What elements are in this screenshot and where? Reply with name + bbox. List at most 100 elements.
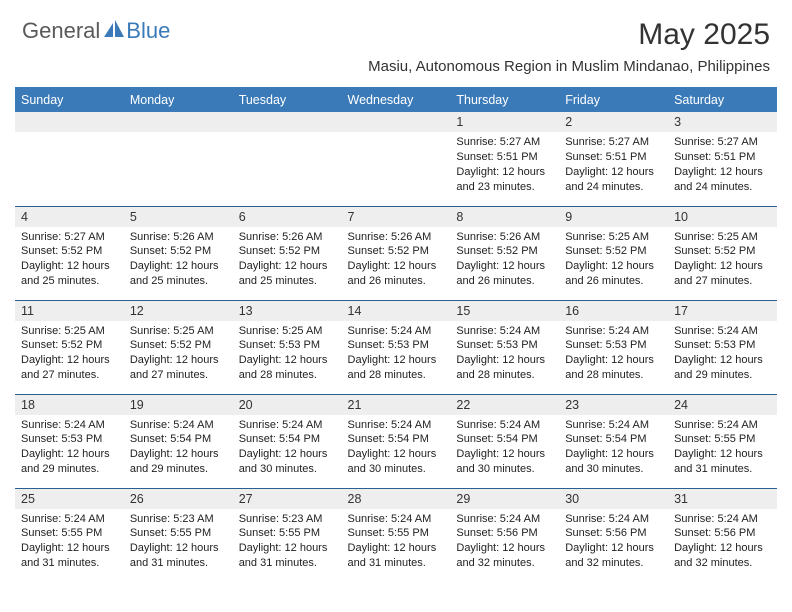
sunset-text: Sunset: 5:52 PM (21, 338, 118, 353)
daylight-text: Daylight: 12 hours and 30 minutes. (348, 447, 445, 477)
daylight-text: Daylight: 12 hours and 26 minutes. (456, 259, 553, 289)
calendar-day-cell (233, 112, 342, 206)
calendar-day-cell: 21Sunrise: 5:24 AMSunset: 5:54 PMDayligh… (342, 394, 451, 488)
day-content: Sunrise: 5:24 AMSunset: 5:53 PMDaylight:… (559, 321, 668, 385)
daylight-text: Daylight: 12 hours and 28 minutes. (456, 353, 553, 383)
day-content: Sunrise: 5:25 AMSunset: 5:52 PMDaylight:… (15, 321, 124, 385)
sunrise-text: Sunrise: 5:27 AM (456, 135, 553, 150)
calendar-day-cell: 22Sunrise: 5:24 AMSunset: 5:54 PMDayligh… (450, 394, 559, 488)
day-content: Sunrise: 5:24 AMSunset: 5:53 PMDaylight:… (450, 321, 559, 385)
daylight-text: Daylight: 12 hours and 31 minutes. (21, 541, 118, 571)
sunset-text: Sunset: 5:54 PM (456, 432, 553, 447)
calendar-day-cell: 20Sunrise: 5:24 AMSunset: 5:54 PMDayligh… (233, 394, 342, 488)
day-number (342, 112, 451, 132)
daylight-text: Daylight: 12 hours and 29 minutes. (130, 447, 227, 477)
daylight-text: Daylight: 12 hours and 28 minutes. (565, 353, 662, 383)
month-title: May 2025 (368, 18, 770, 52)
day-number: 24 (668, 395, 777, 415)
calendar-day-cell: 29 Sunrise: 5:24 AMSunset: 5:56 PMDayligh… (450, 488, 559, 582)
header: General Blue May 2025 Masiu, Autonomous … (0, 0, 792, 79)
sunset-text: Sunset: 5:56 PM (674, 526, 771, 541)
sunset-text: Sunset: 5:52 PM (239, 244, 336, 259)
calendar-day-cell: 9Sunrise: 5:25 AMSunset: 5:52 PMDaylight… (559, 206, 668, 300)
day-number: 8 (450, 207, 559, 227)
calendar-day-cell: 7Sunrise: 5:26 AMSunset: 5:52 PMDaylight… (342, 206, 451, 300)
day-content: Sunrise: 5:23 AMSunset: 5:55 PMDaylight:… (233, 509, 342, 573)
day-content: Sunrise: 5:24 AMSunset: 5:55 PMDaylight:… (342, 509, 451, 573)
calendar-week-row: 4Sunrise: 5:27 AMSunset: 5:52 PMDaylight… (15, 206, 777, 300)
weekday-header: Monday (124, 88, 233, 113)
daylight-text: Daylight: 12 hours and 32 minutes. (565, 541, 662, 571)
day-content: Sunrise: 5:24 AMSunset: 5:54 PMDaylight:… (450, 415, 559, 479)
day-content: Sunrise: 5:26 AMSunset: 5:52 PMDaylight:… (342, 227, 451, 291)
sunrise-text: Sunrise: 5:24 AM (674, 418, 771, 433)
calendar-day-cell: 31Sunrise: 5:24 AMSunset: 5:56 PMDayligh… (668, 488, 777, 582)
sunset-text: Sunset: 5:52 PM (456, 244, 553, 259)
calendar-day-cell: 2Sunrise: 5:27 AMSunset: 5:51 PMDaylight… (559, 112, 668, 206)
day-number: 16 (559, 301, 668, 321)
day-number: 29 (450, 489, 559, 509)
day-number: 9 (559, 207, 668, 227)
day-content: Sunrise: 5:24 AMSunset: 5:54 PMDaylight:… (559, 415, 668, 479)
calendar-day-cell: 24Sunrise: 5:24 AMSunset: 5:55 PMDayligh… (668, 394, 777, 488)
sunset-text: Sunset: 5:54 PM (239, 432, 336, 447)
day-number (15, 112, 124, 132)
calendar-week-row: 11Sunrise: 5:25 AMSunset: 5:52 PMDayligh… (15, 300, 777, 394)
calendar-day-cell: 27Sunrise: 5:23 AMSunset: 5:55 PMDayligh… (233, 488, 342, 582)
day-content: Sunrise: 5:25 AMSunset: 5:52 PMDaylight:… (559, 227, 668, 291)
day-number: 25 (15, 489, 124, 509)
sunrise-text: Sunrise: 5:24 AM (456, 512, 553, 527)
day-number: 4 (15, 207, 124, 227)
day-number: 20 (233, 395, 342, 415)
sunset-text: Sunset: 5:51 PM (674, 150, 771, 165)
calendar-day-cell: 3 Sunrise: 5:27 AMSunset: 5:51 PMDaylight… (668, 112, 777, 206)
day-content: Sunrise: 5:24 AMSunset: 5:56 PMDaylight:… (559, 509, 668, 573)
sunset-text: Sunset: 5:52 PM (348, 244, 445, 259)
day-number: 17 (668, 301, 777, 321)
calendar-day-cell: 15Sunrise: 5:24 AMSunset: 5:53 PMDayligh… (450, 300, 559, 394)
sunset-text: Sunset: 5:55 PM (21, 526, 118, 541)
sunset-text: Sunset: 5:54 PM (130, 432, 227, 447)
daylight-text: Daylight: 12 hours and 32 minutes. (674, 541, 771, 571)
day-content: Sunrise: 5:24 AMSunset: 5:53 PMDaylight:… (668, 321, 777, 385)
day-content: Sunrise: 5:24 AMSunset: 5:54 PMDaylight:… (124, 415, 233, 479)
sunrise-text: Sunrise: 5:24 AM (456, 418, 553, 433)
calendar-day-cell: 4Sunrise: 5:27 AMSunset: 5:52 PMDaylight… (15, 206, 124, 300)
sunset-text: Sunset: 5:56 PM (456, 526, 553, 541)
day-content: Sunrise: 5:24 AMSunset: 5:55 PMDaylight:… (15, 509, 124, 573)
day-content: Sunrise: 5:24 AMSunset: 5:54 PMDaylight:… (233, 415, 342, 479)
day-number: 1 (450, 112, 559, 132)
calendar-day-cell: 16Sunrise: 5:24 AMSunset: 5:53 PMDayligh… (559, 300, 668, 394)
sunset-text: Sunset: 5:52 PM (21, 244, 118, 259)
logo-sail-icon (104, 20, 124, 43)
sunrise-text: Sunrise: 5:24 AM (21, 418, 118, 433)
location-text: Masiu, Autonomous Region in Muslim Minda… (368, 58, 770, 75)
sunset-text: Sunset: 5:53 PM (456, 338, 553, 353)
day-number: 3 (668, 112, 777, 132)
daylight-text: Daylight: 12 hours and 24 minutes. (674, 165, 771, 195)
weekday-header: Tuesday (233, 88, 342, 113)
daylight-text: Daylight: 12 hours and 25 minutes. (239, 259, 336, 289)
calendar-day-cell: 23Sunrise: 5:24 AMSunset: 5:54 PMDayligh… (559, 394, 668, 488)
sunrise-text: Sunrise: 5:23 AM (239, 512, 336, 527)
day-number: 13 (233, 301, 342, 321)
sunrise-text: Sunrise: 5:24 AM (565, 512, 662, 527)
daylight-text: Daylight: 12 hours and 32 minutes. (456, 541, 553, 571)
day-number: 18 (15, 395, 124, 415)
calendar-day-cell (124, 112, 233, 206)
sunset-text: Sunset: 5:55 PM (239, 526, 336, 541)
sunrise-text: Sunrise: 5:24 AM (348, 512, 445, 527)
day-content: Sunrise: 5:25 AMSunset: 5:53 PMDaylight:… (233, 321, 342, 385)
sunrise-text: Sunrise: 5:25 AM (565, 230, 662, 245)
day-number: 10 (668, 207, 777, 227)
sunrise-text: Sunrise: 5:25 AM (21, 324, 118, 339)
sunrise-text: Sunrise: 5:24 AM (130, 418, 227, 433)
daylight-text: Daylight: 12 hours and 28 minutes. (348, 353, 445, 383)
calendar-day-cell: 5Sunrise: 5:26 AMSunset: 5:52 PMDaylight… (124, 206, 233, 300)
day-content: Sunrise: 5:25 AMSunset: 5:52 PMDaylight:… (668, 227, 777, 291)
daylight-text: Daylight: 12 hours and 31 minutes. (239, 541, 336, 571)
day-number: 31 (668, 489, 777, 509)
sunrise-text: Sunrise: 5:27 AM (674, 135, 771, 150)
calendar-day-cell: 8Sunrise: 5:26 AMSunset: 5:52 PMDaylight… (450, 206, 559, 300)
sunset-text: Sunset: 5:52 PM (130, 244, 227, 259)
